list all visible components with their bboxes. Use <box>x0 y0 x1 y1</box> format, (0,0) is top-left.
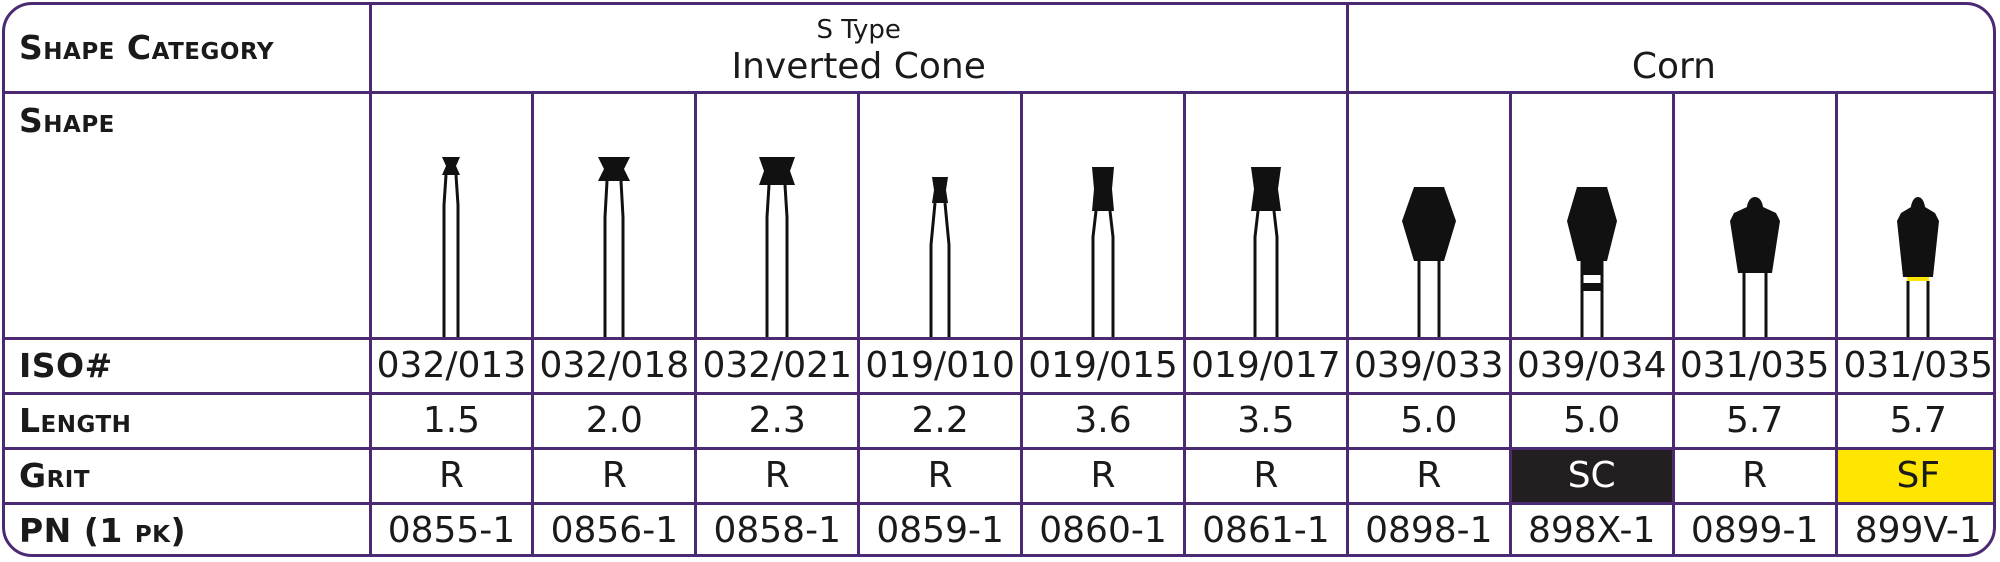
corn-bur-icon <box>1401 186 1456 335</box>
shape-label: Shape <box>5 90 372 340</box>
length-value: 5.7 <box>1834 391 1993 450</box>
pn-value: 0858-1 <box>694 501 861 554</box>
shape-cell <box>368 90 535 340</box>
pn-value: 0899-1 <box>1671 501 1838 554</box>
corn-bur-icon <box>1897 196 1940 335</box>
iso-value: 032/021 <box>694 336 861 395</box>
iso-value: 031/035 <box>1671 336 1838 395</box>
group-name: Inverted Cone <box>731 45 986 87</box>
corn-bur-icon <box>1729 196 1780 335</box>
group-name: Corn <box>1631 45 1716 87</box>
length-value: 5.7 <box>1671 391 1838 450</box>
bur-spec-table: Shape Category S Type Inverted Cone Corn… <box>5 5 1993 554</box>
shape-cell <box>1508 90 1675 340</box>
shape-row: Shape <box>5 90 1993 340</box>
iso-label: ISO# <box>5 336 372 395</box>
grit-value: R <box>1182 446 1349 505</box>
length-value: 2.0 <box>531 391 698 450</box>
iso-value: 019/015 <box>1020 336 1186 395</box>
shape-cell <box>857 90 1024 340</box>
grit-value: R <box>1020 446 1186 505</box>
pn-value: 0859-1 <box>857 501 1024 554</box>
iso-value: 039/034 <box>1508 336 1675 395</box>
grit-value: R <box>857 446 1024 505</box>
grit-value-sc: SC <box>1508 446 1675 505</box>
shape-cell <box>531 90 698 340</box>
length-value: 2.2 <box>857 391 1024 450</box>
iso-value: 032/018 <box>531 336 698 395</box>
grit-row: Grit R R R R R R R SC R SF <box>5 446 1993 505</box>
length-value: 5.0 <box>1345 391 1512 450</box>
shape-cell <box>1671 90 1838 340</box>
length-value: 2.3 <box>694 391 861 450</box>
grit-value: R <box>1345 446 1512 505</box>
inverted-cone-bur-icon <box>929 176 951 335</box>
shape-cell <box>1345 90 1512 340</box>
group-subtitle: S Type <box>816 14 901 45</box>
grit-value: R <box>694 446 861 505</box>
pn-value: 0898-1 <box>1345 501 1512 554</box>
pn-value: 0855-1 <box>368 501 535 554</box>
iso-row: ISO# 032/013 032/018 032/021 019/010 019… <box>5 336 1993 395</box>
inverted-cone-bur-icon <box>442 156 461 335</box>
grit-value-sf: SF <box>1834 446 1993 505</box>
grit-value: R <box>1671 446 1838 505</box>
shape-category-row: Shape Category S Type Inverted Cone Corn <box>5 5 1993 94</box>
shape-cell <box>1020 90 1186 340</box>
group-corn: Corn <box>1345 5 1993 94</box>
pn-row: PN (1 pk) 0855-1 0856-1 0858-1 0859-1 08… <box>5 501 1993 554</box>
length-value: 3.6 <box>1020 391 1186 450</box>
length-row: Length 1.5 2.0 2.3 2.2 3.6 3.5 5.0 5.0 5… <box>5 391 1993 450</box>
pn-value: 0856-1 <box>531 501 698 554</box>
corn-bur-icon <box>1566 186 1617 335</box>
pn-value: 898X-1 <box>1508 501 1675 554</box>
grit-value: R <box>531 446 698 505</box>
iso-value: 019/017 <box>1182 336 1349 395</box>
inverted-cone-bur-icon <box>1091 166 1115 335</box>
inverted-cone-bur-icon <box>1250 166 1281 335</box>
length-value: 3.5 <box>1182 391 1349 450</box>
iso-value: 032/013 <box>368 336 535 395</box>
shape-cell <box>694 90 861 340</box>
shape-cell <box>1182 90 1349 340</box>
iso-value: 031/035 <box>1834 336 1993 395</box>
length-value: 1.5 <box>368 391 535 450</box>
pn-value: 899V-1 <box>1834 501 1993 554</box>
length-label: Length <box>5 391 372 450</box>
pn-value: 0860-1 <box>1020 501 1186 554</box>
shape-cell <box>1834 90 1993 340</box>
inverted-cone-bur-icon <box>598 156 631 335</box>
iso-value: 039/033 <box>1345 336 1512 395</box>
pn-value: 0861-1 <box>1182 501 1349 554</box>
grit-value: R <box>368 446 535 505</box>
inverted-cone-bur-icon <box>759 156 796 335</box>
pn-label: PN (1 pk) <box>5 501 372 554</box>
group-inverted-cone: S Type Inverted Cone <box>368 5 1349 94</box>
iso-value: 019/010 <box>857 336 1024 395</box>
length-value: 5.0 <box>1508 391 1675 450</box>
shape-category-label: Shape Category <box>5 5 372 94</box>
grit-label: Grit <box>5 446 372 505</box>
